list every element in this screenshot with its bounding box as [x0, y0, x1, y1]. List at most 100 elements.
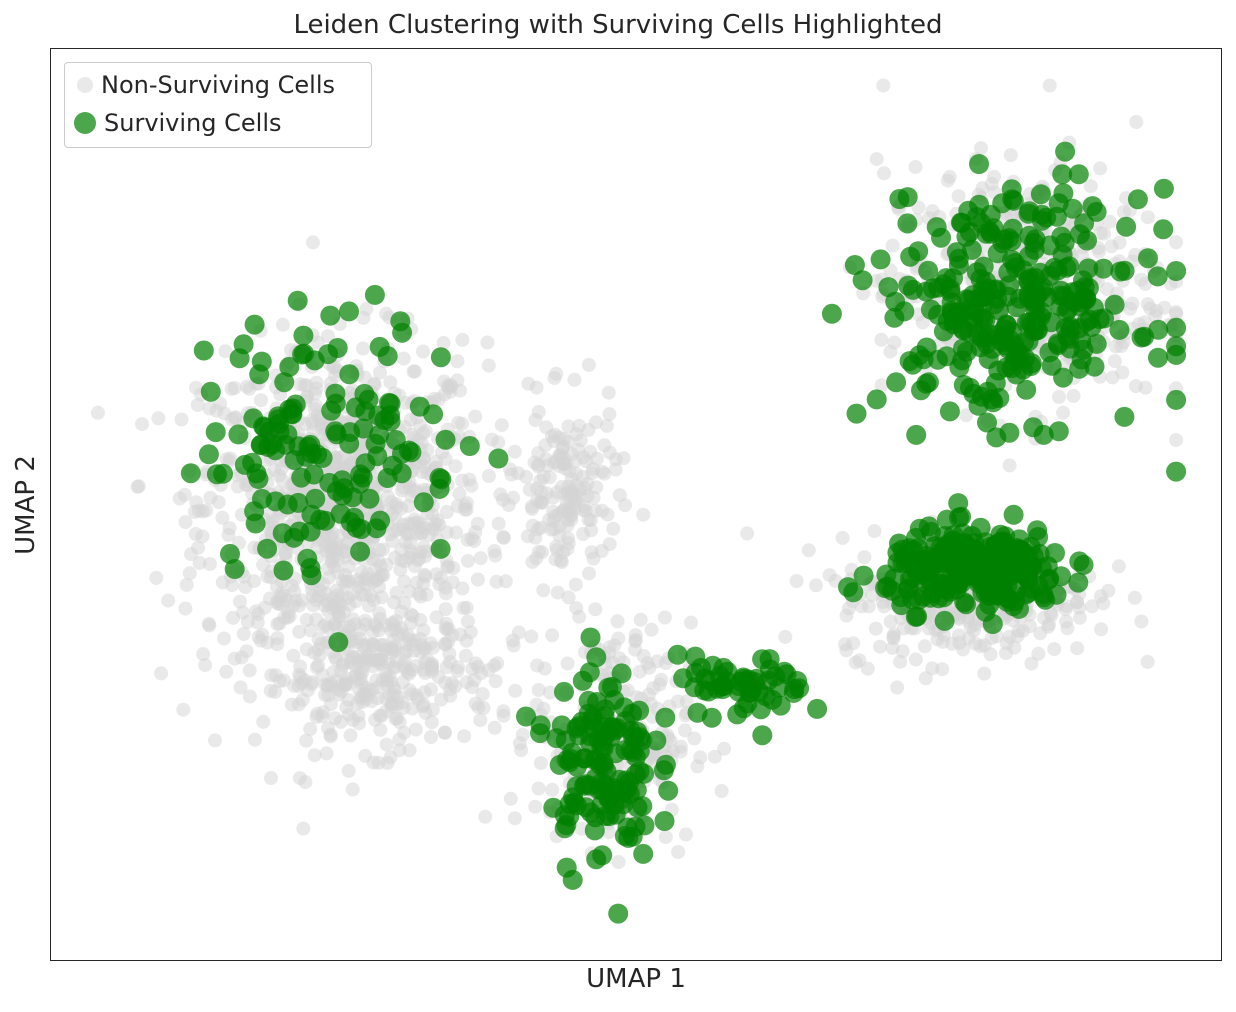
data-point [580, 733, 601, 754]
data-point [1060, 621, 1075, 636]
data-point [940, 173, 955, 188]
data-point [543, 797, 564, 818]
data-point [350, 541, 371, 562]
data-point [316, 619, 331, 634]
data-point [397, 725, 412, 740]
data-point [568, 577, 583, 592]
data-point [350, 696, 365, 711]
data-point [407, 515, 422, 530]
data-point [1025, 315, 1046, 336]
data-point [416, 344, 430, 359]
data-point [807, 698, 828, 719]
data-point [459, 436, 480, 456]
data-point [436, 335, 451, 350]
data-point [1028, 527, 1049, 547]
data-point [491, 516, 506, 531]
data-point [835, 530, 850, 545]
data-point [1147, 266, 1168, 287]
data-point [274, 461, 289, 476]
data-point [265, 491, 286, 512]
plot-area [50, 48, 1222, 961]
data-point [339, 574, 354, 589]
data-point [233, 594, 247, 609]
data-point [307, 748, 322, 763]
data-point [413, 418, 427, 433]
data-point [457, 729, 472, 744]
data-point [1031, 281, 1052, 301]
data-point [1157, 300, 1172, 315]
data-point [853, 565, 874, 586]
data-point [430, 538, 451, 559]
data-point [634, 815, 655, 836]
data-point [287, 290, 308, 311]
data-point [636, 649, 651, 663]
data-point [1071, 292, 1092, 313]
data-point [459, 502, 474, 517]
data-point [488, 674, 503, 689]
data-point [1127, 590, 1142, 605]
data-point [417, 567, 432, 582]
data-point [569, 427, 584, 442]
data-point [388, 683, 403, 698]
data-point [188, 527, 203, 541]
data-point [468, 696, 483, 711]
data-point [952, 635, 967, 650]
data-point [671, 845, 686, 859]
data-point [610, 614, 625, 629]
data-point [584, 545, 599, 560]
data-point [911, 200, 926, 215]
data-point [284, 697, 299, 712]
data-point [424, 730, 438, 744]
data-point [299, 612, 314, 627]
data-point [547, 371, 562, 386]
data-point [456, 601, 471, 615]
data-point [327, 338, 348, 358]
data-point [250, 615, 265, 630]
data-point [1153, 219, 1174, 240]
data-point [372, 579, 386, 594]
data-point [654, 672, 669, 687]
data-point [249, 604, 263, 619]
data-point [396, 522, 411, 537]
data-point [555, 441, 570, 456]
data-point [908, 652, 923, 667]
data-point [373, 722, 388, 737]
data-point [470, 572, 485, 587]
data-point [273, 560, 294, 581]
data-point [1085, 599, 1099, 614]
data-point [914, 572, 935, 593]
data-point [351, 708, 366, 723]
data-point [1166, 317, 1187, 338]
data-point [977, 666, 992, 681]
data-point [329, 652, 344, 667]
data-point [1059, 256, 1080, 277]
data-point [365, 638, 380, 653]
data-point [481, 358, 496, 373]
data-point [890, 680, 905, 695]
data-point [90, 405, 105, 420]
data-point [240, 614, 255, 629]
data-point [569, 466, 584, 481]
data-point [608, 903, 629, 924]
data-point [1123, 301, 1138, 316]
data-point [248, 469, 269, 489]
data-point [521, 376, 536, 391]
data-point [242, 663, 257, 678]
data-point [949, 507, 969, 528]
data-point [1018, 203, 1039, 224]
data-point [371, 623, 386, 638]
data-point [875, 578, 896, 598]
data-point [364, 284, 385, 305]
data-point [328, 541, 343, 556]
data-point [537, 661, 552, 676]
data-point [789, 574, 804, 588]
data-point [606, 521, 621, 536]
data-point [199, 503, 214, 518]
data-point [379, 557, 394, 572]
data-point [525, 554, 540, 569]
data-point [950, 212, 971, 233]
data-point [560, 656, 575, 671]
data-point [460, 553, 475, 568]
data-point [369, 673, 384, 688]
data-point [1083, 179, 1098, 194]
